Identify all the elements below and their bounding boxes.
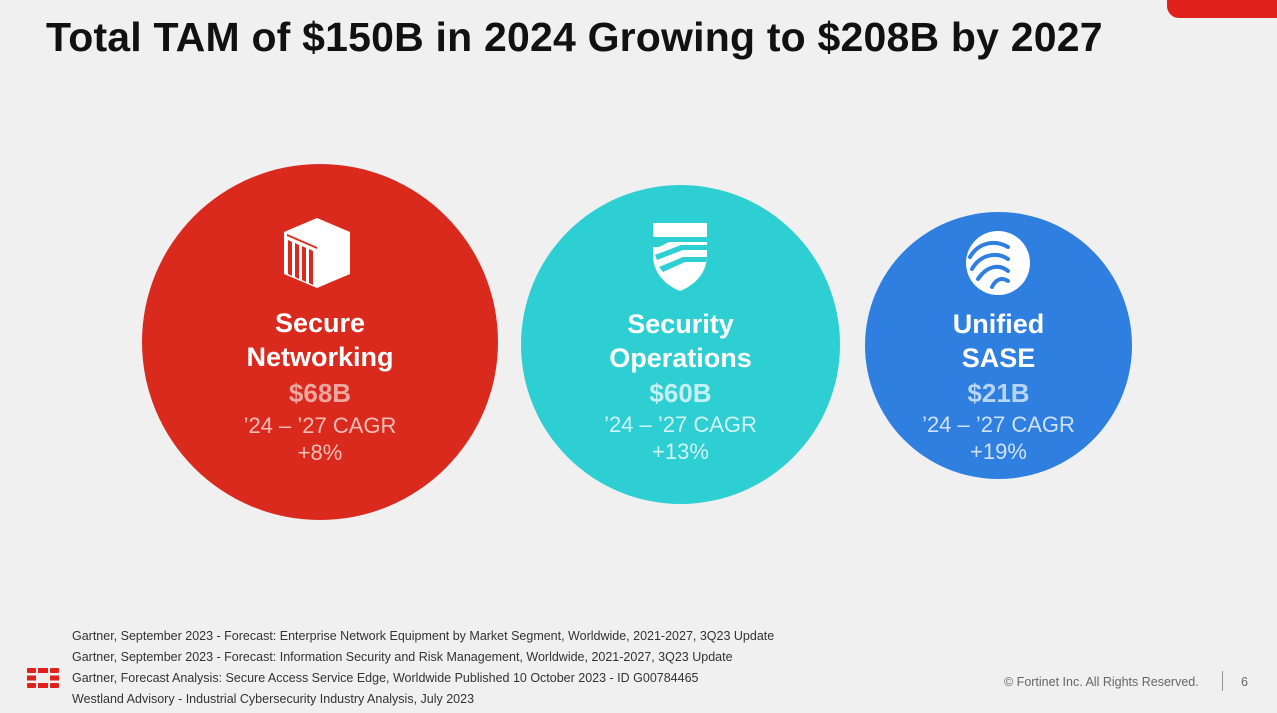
cagr-label: ’24 – ’27 CAGR [604, 412, 757, 437]
shield-icon [653, 223, 707, 291]
source-item: Gartner, Forecast Analysis: Secure Acces… [72, 671, 699, 685]
segment-value: $68B [288, 378, 352, 408]
cagr-label: ’24 – ’27 CAGR [922, 412, 1075, 437]
source-item: Gartner, September 2023 - Forecast: Info… [72, 650, 733, 664]
segment-name: Unified SASE [952, 309, 1045, 373]
segment-value: $21B [967, 378, 1030, 408]
footer-divider [1222, 671, 1223, 691]
cagr-value: +13% [652, 439, 709, 464]
segment-name: Secure Networking [246, 308, 394, 372]
segment-name: Security Operations [609, 309, 752, 373]
cagr-label: ’24 – ’27 CAGR [243, 413, 397, 438]
source-item: Gartner, September 2023 - Forecast: Ente… [72, 629, 775, 643]
fortinet-logo-icon [27, 668, 59, 688]
segment-unified-sase: Unified SASE $21B ’24 – ’27 CAGR +19% [865, 212, 1132, 479]
segment-secure-networking: Secure Networking $68B ’24 – ’27 CAGR +8… [142, 164, 498, 520]
network-firewall-icon [284, 218, 350, 288]
page-number: 6 [1241, 675, 1248, 689]
copyright-text: © Fortinet Inc. All Rights Reserved. [1004, 675, 1199, 689]
slide-title: Total TAM of $150B in 2024 Growing to $2… [46, 14, 1103, 60]
cagr-value: +19% [970, 439, 1027, 464]
cagr-value: +8% [297, 440, 343, 465]
source-item: Westland Advisory - Industrial Cybersecu… [72, 692, 475, 706]
segment-security-operations: Security Operations $60B ’24 – ’27 CAGR … [521, 185, 840, 504]
corner-accent [1167, 0, 1277, 18]
sase-cloud-icon [966, 231, 1030, 295]
sources-list: Gartner, September 2023 - Forecast: Ente… [72, 626, 774, 710]
segment-value: $60B [649, 378, 712, 408]
